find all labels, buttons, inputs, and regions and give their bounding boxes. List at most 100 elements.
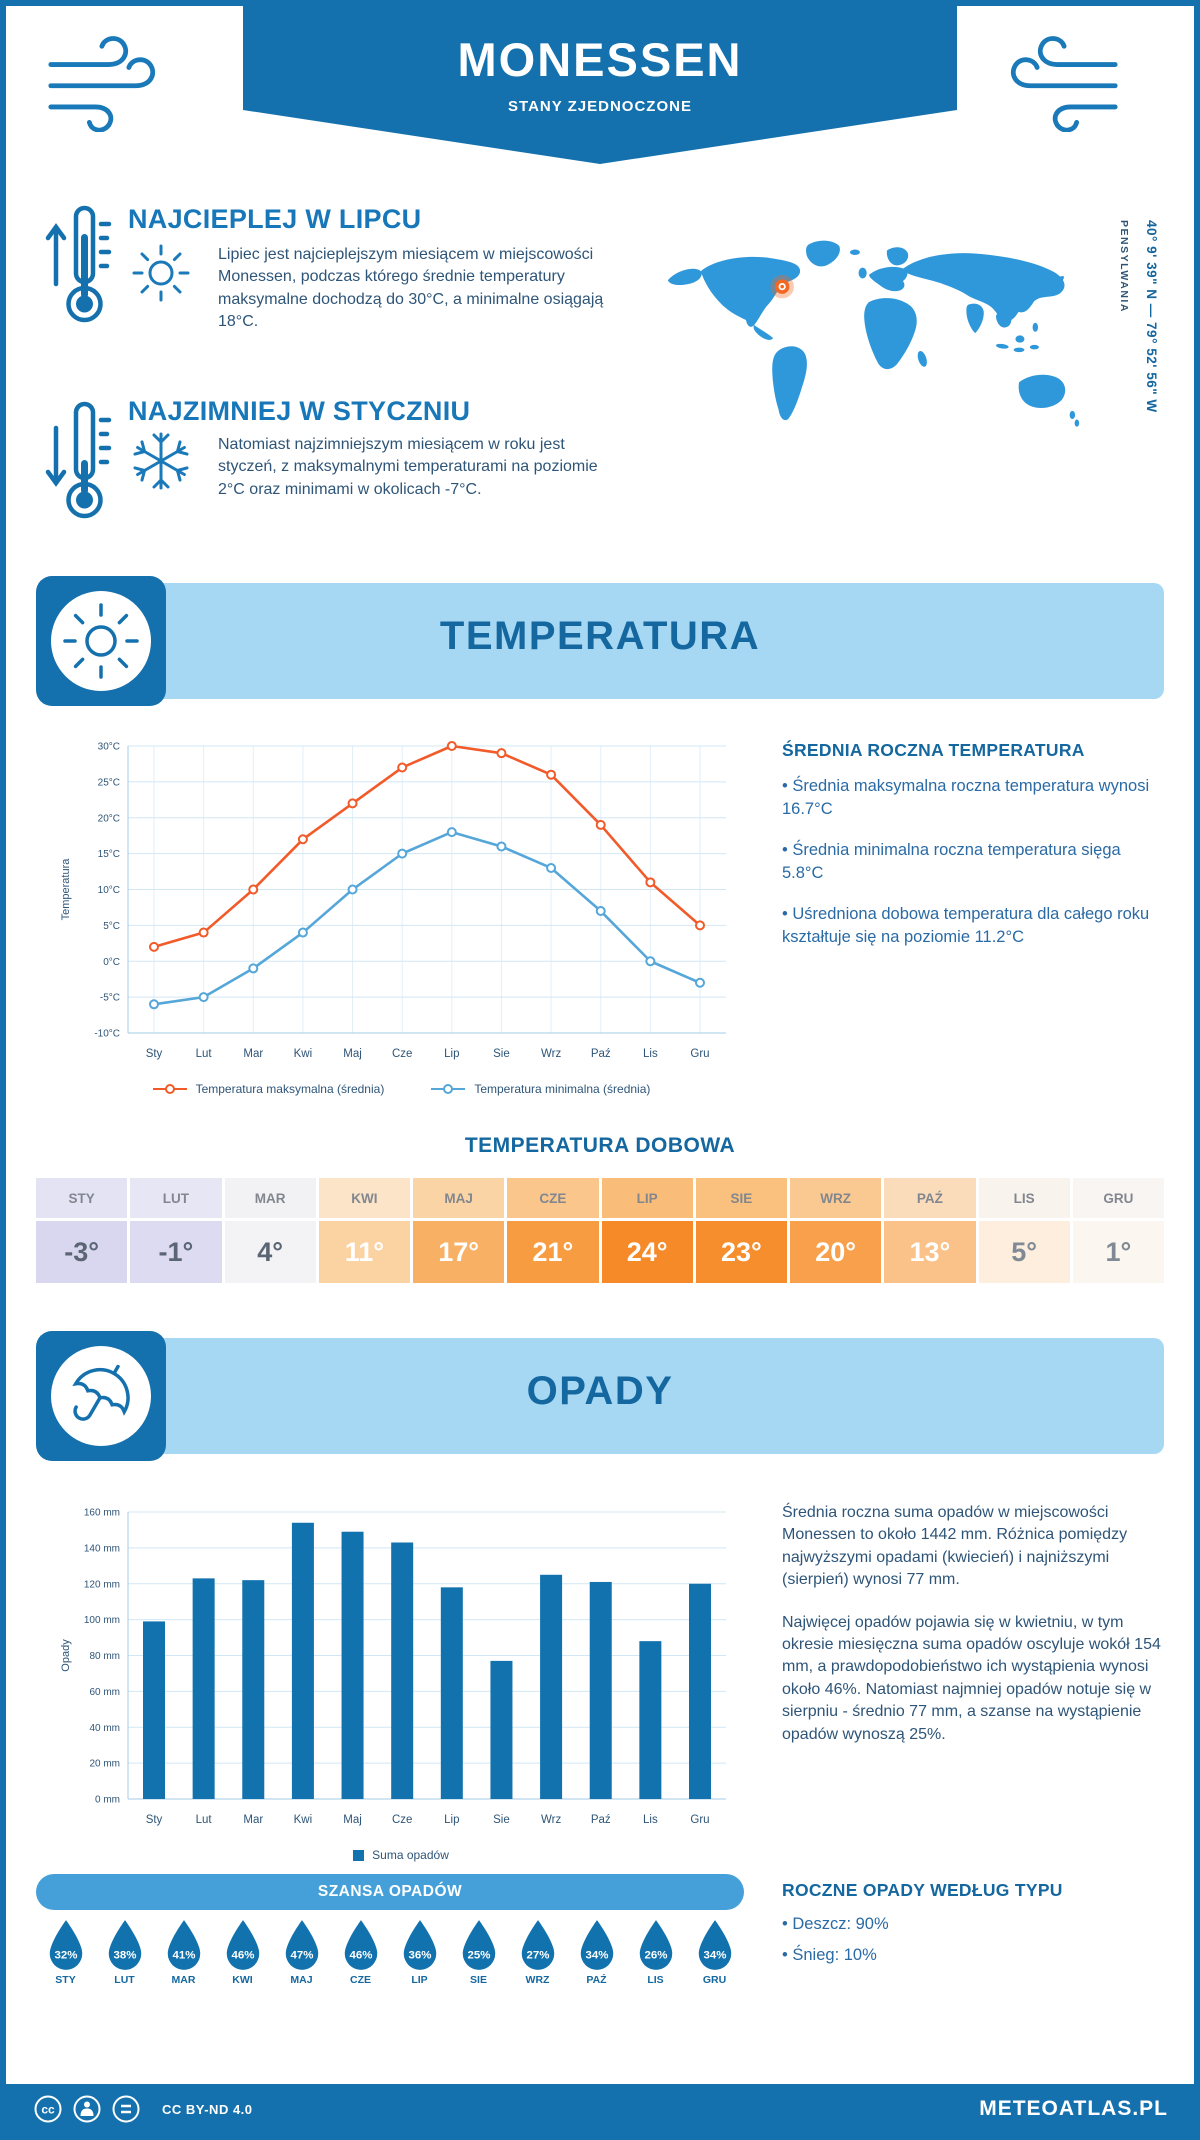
svg-text:40 mm: 40 mm — [89, 1723, 120, 1734]
svg-text:Wrz: Wrz — [541, 1814, 561, 1826]
precipitation-badge-circle — [51, 1346, 151, 1446]
cc-license-icons: cc — [34, 2095, 140, 2123]
warmest-text: Lipiec jest najcieplejszym miesiącem w m… — [218, 246, 604, 331]
svg-text:Lip: Lip — [444, 1814, 459, 1826]
svg-text:Cze: Cze — [392, 1048, 412, 1060]
precipitation-type-list: Deszcz: 90% Śnieg: 10% — [782, 1913, 1168, 1967]
rain-chance-month: LIP — [411, 1974, 428, 1986]
daily-month-cell: GRU — [1072, 1178, 1164, 1218]
svg-text:36%: 36% — [408, 1949, 431, 1961]
svg-text:120 mm: 120 mm — [84, 1579, 120, 1590]
svg-text:Kwi: Kwi — [294, 1814, 313, 1826]
svg-text:Maj: Maj — [343, 1048, 362, 1060]
svg-text:25°C: 25°C — [98, 777, 120, 788]
svg-text:34%: 34% — [703, 1949, 726, 1961]
precipitation-paragraph: Najwięcej opadów pojawia się w kwietniu,… — [782, 1613, 1161, 1743]
site-name: METEOATLAS.PL — [979, 2097, 1168, 2120]
rain-chance-item: 27% WRZ — [508, 1918, 567, 1986]
daily-month-cell: CZE — [507, 1178, 599, 1218]
precipitation-paragraph: Średnia roczna suma opadów w miejscowośc… — [782, 1504, 1128, 1589]
rain-chance-month: STY — [55, 1974, 76, 1986]
svg-text:5°C: 5°C — [103, 921, 120, 932]
rain-chance-item: 36% LIP — [390, 1918, 449, 1986]
rain-chance-item: 34% GRU — [685, 1918, 744, 1986]
legend-item: Temperatura maksymalna (średnia) — [152, 1082, 385, 1096]
svg-text:32%: 32% — [54, 1949, 77, 1961]
rain-chance-item: 32% STY — [36, 1918, 95, 1986]
raindrop-icon: 41% — [167, 1920, 200, 1970]
legend-line-sample — [431, 1084, 466, 1094]
temperature-chart-legend: Temperatura maksymalna (średnia) Temperat… — [56, 1082, 746, 1096]
svg-text:Sty: Sty — [146, 1814, 163, 1826]
location-marker-icon — [770, 274, 794, 299]
svg-text:0°C: 0°C — [103, 957, 120, 968]
daily-value-cell: 20° — [790, 1221, 882, 1283]
svg-text:Sie: Sie — [493, 1048, 510, 1060]
legend-item: Temperatura minimalna (średnia) — [430, 1082, 650, 1096]
rain-chance-header: SZANSA OPADÓW — [36, 1874, 744, 1910]
legend-line-sample — [152, 1084, 187, 1094]
svg-text:38%: 38% — [113, 1949, 136, 1961]
daily-month-cell: STY — [36, 1178, 128, 1218]
coldest-text: Natomiast najzimniejszym miesiącem w rok… — [218, 436, 598, 498]
svg-text:Mar: Mar — [243, 1814, 263, 1826]
daily-value-cell: 17° — [413, 1221, 505, 1283]
svg-text:Wrz: Wrz — [541, 1048, 561, 1060]
temperature-section-title: TEMPERATURA — [439, 614, 761, 658]
legend-label: Temperatura maksymalna (średnia) — [195, 1082, 385, 1096]
coordinates-label: 40° 9' 39" N — 79° 52' 56" W — [1144, 220, 1159, 413]
rain-chance-item: 34% PAŹ — [567, 1918, 626, 1986]
raindrop-icon: 38% — [108, 1920, 141, 1970]
temperature-bullet: Średnia minimalna roczna temperatura się… — [782, 839, 1166, 885]
temperature-summary-title: ŚREDNIA ROCZNA TEMPERATURA — [782, 740, 1085, 760]
daily-table-months-row: STY LUT MAR KWI MAJ CZE LIP SIE WRZ PAŹ LIS GRU — [36, 1178, 1164, 1218]
raindrop-icon: 34% — [580, 1920, 613, 1970]
svg-text:20 mm: 20 mm — [89, 1759, 120, 1770]
temperature-badge — [36, 576, 166, 706]
svg-text:-5°C: -5°C — [100, 993, 120, 1004]
svg-text:41%: 41% — [172, 1949, 195, 1961]
precipitation-text: Średnia roczna suma opadów w miejscowośc… — [782, 1502, 1168, 1746]
world-map — [667, 240, 1080, 427]
svg-text:Gru: Gru — [690, 1814, 709, 1826]
page-subtitle: STANY ZJEDNOCZONE — [508, 98, 692, 115]
svg-text:25%: 25% — [467, 1949, 490, 1961]
rain-chance-month: SIE — [470, 1974, 487, 1986]
temperature-bullet: Średnia maksymalna roczna temperatura wy… — [782, 775, 1166, 821]
svg-text:46%: 46% — [349, 1949, 372, 1961]
svg-text:34%: 34% — [585, 1949, 608, 1961]
temperature-summary-list: Średnia maksymalna roczna temperatura wy… — [782, 775, 1166, 950]
svg-text:Lut: Lut — [196, 1814, 213, 1826]
region-label: PENSYLWANIA — [1118, 220, 1130, 313]
svg-text:-10°C: -10°C — [94, 1029, 120, 1040]
daily-table-values-row: -3° -1° 4° 11° 17° 21° 24° 23° 20° 13° 5° 1° — [36, 1221, 1164, 1283]
svg-text:Mar: Mar — [243, 1048, 263, 1060]
daily-value-cell: 13° — [884, 1221, 976, 1283]
svg-text:Lis: Lis — [643, 1048, 658, 1060]
precipitation-section-banner — [36, 1338, 1164, 1454]
rain-chance-item: 46% CZE — [331, 1918, 390, 1986]
precipitation-chart-legend: Suma opadów — [56, 1848, 746, 1862]
wind-icon — [1010, 36, 1118, 132]
svg-text:Sie: Sie — [493, 1814, 510, 1826]
svg-text:80 mm: 80 mm — [89, 1651, 120, 1662]
svg-text:26%: 26% — [644, 1949, 667, 1961]
legend-item: Suma opadów — [353, 1848, 449, 1862]
raindrop-icon: 27% — [521, 1920, 554, 1970]
license-label: CC BY-ND 4.0 — [162, 2101, 253, 2117]
daily-value-cell: 21° — [507, 1221, 599, 1283]
svg-text:46%: 46% — [231, 1949, 254, 1961]
daily-month-cell: MAR — [224, 1178, 316, 1218]
rain-chance-month: PAŹ — [586, 1974, 607, 1986]
rain-chance-month: GRU — [702, 1974, 727, 1986]
daily-value-cell: 11° — [318, 1221, 410, 1283]
raindrop-icon: 36% — [403, 1920, 436, 1970]
svg-text:Lut: Lut — [196, 1048, 213, 1060]
daily-value-cell: 23° — [695, 1221, 787, 1283]
svg-text:60 mm: 60 mm — [89, 1687, 120, 1698]
daily-value-cell: 4° — [224, 1221, 316, 1283]
rain-chance-item: 25% SIE — [449, 1918, 508, 1986]
svg-text:140 mm: 140 mm — [84, 1543, 120, 1554]
daily-month-cell: WRZ — [790, 1178, 882, 1218]
svg-text:47%: 47% — [290, 1949, 313, 1961]
